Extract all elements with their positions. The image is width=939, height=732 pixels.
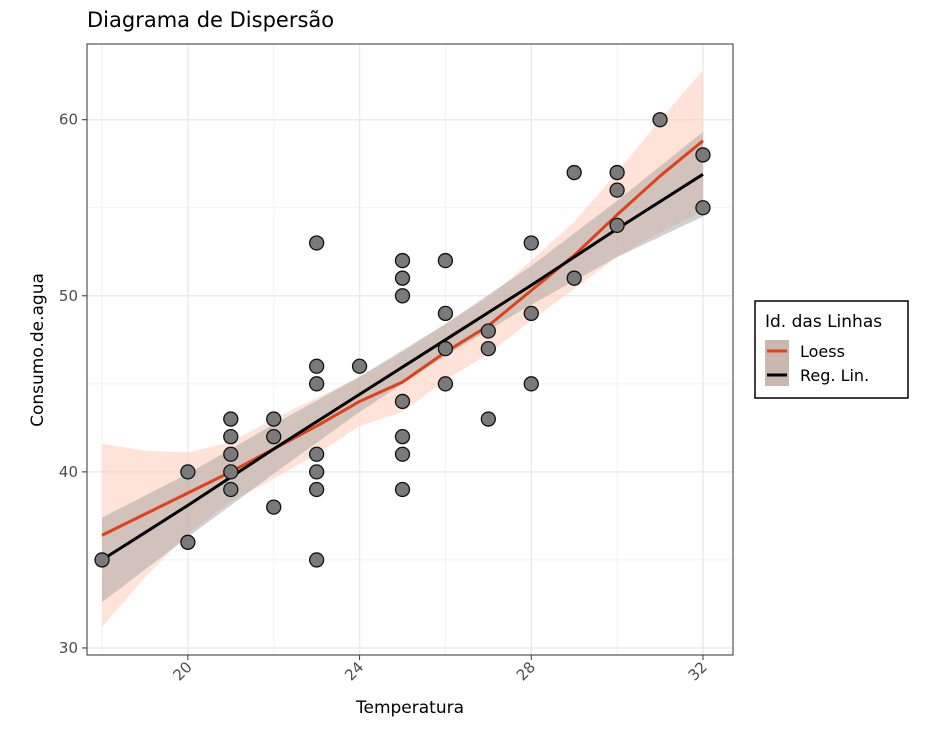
legend-label-loess: Loess (800, 342, 845, 361)
x-tick-label: 24 (341, 658, 367, 684)
x-tick-label: 28 (513, 658, 539, 684)
data-point (523, 376, 539, 392)
x-tick-label: 20 (169, 658, 195, 684)
legend-label-reglin: Reg. Lin. (800, 366, 869, 385)
data-point (223, 429, 239, 445)
data-point (308, 446, 325, 462)
y-tick-label: 40 (59, 463, 78, 481)
data-point (266, 499, 282, 515)
data-point (652, 112, 668, 128)
data-point (308, 464, 325, 480)
data-point (180, 534, 196, 550)
confidence-band-loess (102, 70, 703, 627)
y-tick-label: 60 (59, 111, 78, 129)
chart-title: Diagrama de Dispersão (87, 8, 334, 32)
data-point (308, 481, 325, 498)
data-point (480, 340, 496, 357)
line-reglin (101, 173, 704, 562)
data-point (609, 164, 625, 181)
data-point (180, 464, 196, 480)
data-point (266, 429, 282, 445)
data-point (437, 376, 454, 392)
data-point (437, 340, 454, 357)
data-point (394, 393, 411, 410)
data-point (609, 217, 625, 234)
data-point (394, 481, 411, 498)
data-point (480, 323, 496, 339)
data-point (394, 446, 411, 462)
data-point (223, 481, 239, 498)
x-axis-label: Temperatura (355, 698, 464, 718)
data-point (308, 358, 325, 374)
data-point (223, 411, 239, 427)
legend: Id. das Linhas Loess Reg. Lin. (754, 300, 909, 399)
data-point (695, 147, 711, 163)
data-point (437, 252, 454, 269)
data-point (308, 235, 325, 251)
legend-key-bg (765, 340, 789, 386)
data-point (523, 305, 539, 322)
data-point (308, 376, 325, 392)
data-point (394, 270, 411, 286)
data-point (695, 200, 711, 216)
data-point (308, 552, 325, 568)
data-point (609, 182, 625, 198)
data-point (351, 358, 368, 374)
data-point (566, 270, 582, 286)
line-loess (101, 139, 704, 537)
panel-border (86, 43, 734, 656)
data-point (266, 411, 282, 427)
y-axis-label: Consumo.de.agua (28, 273, 48, 427)
legend-title: Id. das Linhas (765, 312, 882, 332)
data-point (480, 411, 496, 427)
y-tick-label: 30 (59, 639, 78, 657)
x-tick-label: 32 (685, 658, 711, 684)
data-point (94, 552, 110, 568)
data-point (523, 235, 539, 251)
data-point (223, 446, 239, 462)
data-point (394, 429, 411, 445)
data-point (223, 464, 239, 480)
y-tick-label: 50 (59, 287, 78, 305)
data-point (394, 252, 411, 269)
data-point (566, 164, 582, 181)
data-point (437, 305, 454, 322)
data-point (394, 288, 411, 304)
